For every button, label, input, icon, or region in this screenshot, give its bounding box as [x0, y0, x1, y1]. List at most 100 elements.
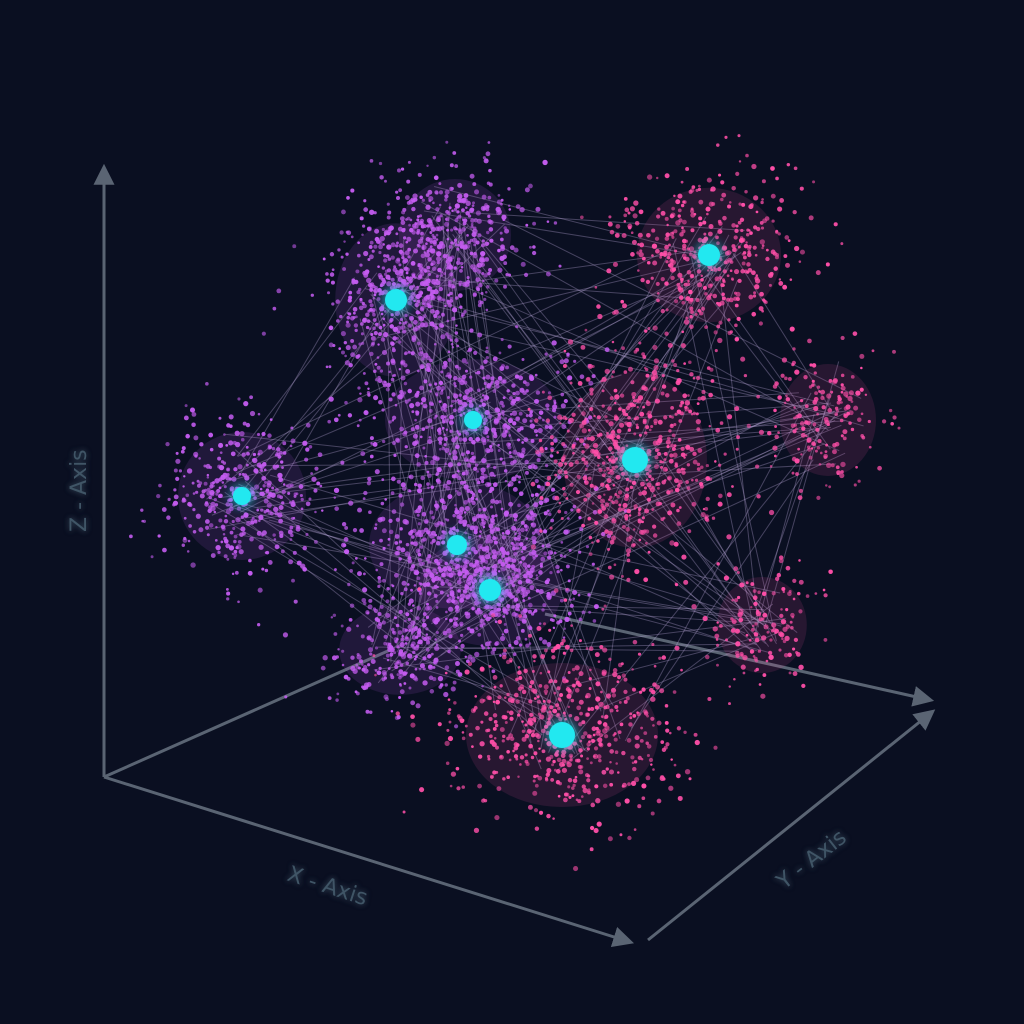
data-point: [664, 331, 669, 336]
data-point: [396, 479, 401, 484]
data-point: [761, 198, 764, 201]
data-point: [614, 349, 617, 352]
data-point: [684, 400, 691, 406]
data-point: [385, 387, 390, 392]
data-point: [394, 310, 400, 317]
data-point: [568, 461, 574, 467]
data-point: [340, 624, 344, 628]
data-point: [281, 466, 284, 469]
data-point: [411, 337, 417, 343]
data-point: [580, 734, 586, 740]
data-point: [581, 428, 587, 434]
data-point: [654, 398, 660, 404]
data-point: [577, 404, 581, 408]
data-point: [661, 460, 665, 464]
centroid-point: [385, 289, 407, 311]
data-point: [516, 528, 521, 532]
data-point: [641, 520, 644, 524]
data-point: [406, 236, 412, 242]
data-point: [800, 432, 806, 438]
data-point: [424, 460, 429, 465]
data-point: [425, 362, 432, 369]
data-point: [563, 797, 568, 803]
data-point: [446, 237, 450, 241]
data-point: [198, 527, 204, 533]
data-point: [319, 484, 323, 488]
data-point: [611, 375, 614, 378]
data-point: [393, 651, 397, 655]
data-point: [414, 677, 419, 682]
data-point: [287, 529, 293, 535]
data-point: [734, 228, 739, 234]
data-point: [578, 722, 583, 727]
data-point: [534, 418, 539, 423]
data-point: [273, 506, 279, 513]
data-point: [289, 525, 294, 530]
data-point: [519, 684, 524, 689]
data-point: [643, 486, 648, 490]
data-point: [618, 422, 625, 428]
data-point: [485, 641, 491, 647]
data-point: [808, 385, 813, 389]
data-point: [506, 603, 511, 609]
data-point: [423, 269, 428, 273]
data-point: [457, 182, 463, 188]
data-point: [482, 507, 487, 512]
data-point: [509, 413, 513, 416]
data-point: [721, 292, 725, 297]
data-point: [447, 649, 451, 654]
data-point: [557, 475, 562, 480]
data-point: [640, 481, 645, 487]
data-point: [500, 566, 507, 572]
data-point: [507, 592, 513, 598]
data-point: [716, 143, 720, 147]
data-point: [568, 795, 572, 799]
data-point: [488, 539, 494, 544]
data-point: [417, 483, 422, 488]
data-point: [707, 231, 713, 237]
data-point: [583, 436, 587, 440]
data-point: [440, 271, 444, 274]
data-point: [502, 423, 507, 429]
data-point: [298, 484, 304, 489]
data-point: [527, 719, 533, 725]
data-point: [382, 289, 388, 295]
data-point: [340, 255, 344, 259]
data-point: [823, 593, 828, 598]
data-point: [504, 557, 510, 563]
data-point: [812, 399, 818, 405]
cluster-link: [434, 434, 614, 706]
data-point: [395, 244, 399, 248]
data-point: [739, 651, 744, 657]
data-point: [313, 488, 318, 493]
data-point: [793, 166, 798, 171]
data-point: [502, 615, 506, 618]
data-point: [440, 312, 446, 318]
data-point: [530, 732, 536, 738]
data-point: [647, 413, 653, 419]
data-point: [579, 438, 585, 444]
data-point: [605, 767, 609, 771]
data-point: [533, 502, 539, 508]
data-point: [627, 782, 631, 786]
data-point: [368, 299, 373, 304]
data-point: [550, 448, 554, 452]
data-point: [352, 306, 358, 312]
data-point: [226, 423, 231, 428]
data-point: [381, 478, 385, 482]
data-point: [684, 453, 688, 457]
data-point: [691, 478, 694, 482]
data-point: [761, 246, 764, 250]
data-point: [435, 540, 441, 546]
cluster-link: [498, 534, 781, 594]
data-point: [892, 349, 896, 354]
data-point: [483, 417, 488, 423]
data-point: [848, 410, 854, 416]
data-point: [392, 441, 396, 445]
data-point: [539, 448, 545, 454]
data-point: [751, 627, 755, 632]
data-point: [398, 675, 402, 680]
data-point: [589, 847, 594, 852]
data-point: [655, 281, 660, 286]
data-point: [840, 242, 844, 246]
